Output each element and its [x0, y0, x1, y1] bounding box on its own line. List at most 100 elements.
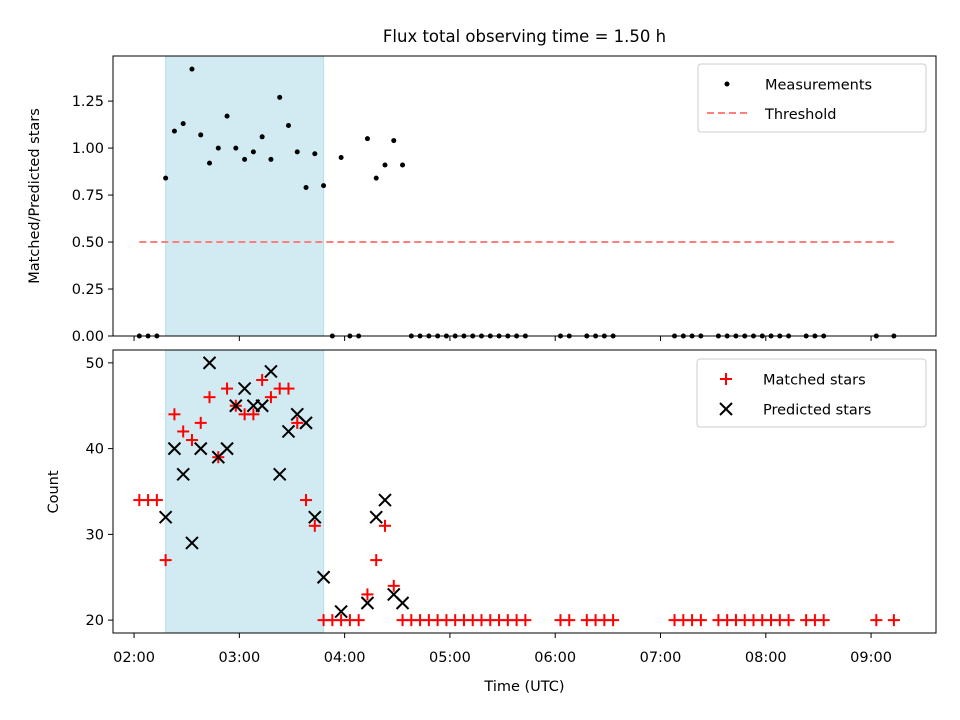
measurement-point — [285, 123, 291, 129]
matched-star-point — [203, 391, 216, 404]
top-y-tick-label: 0.25 — [72, 282, 104, 298]
predicted-star-point — [158, 510, 173, 524]
predicted-star-point — [308, 510, 322, 524]
matched-star-point — [221, 382, 234, 395]
measurement-point — [373, 175, 379, 181]
measurement-point — [321, 183, 327, 189]
matched-star-point — [887, 614, 900, 627]
matched-star-point — [300, 494, 313, 507]
matched-star-point — [308, 519, 321, 532]
matched-star-point — [387, 579, 400, 592]
x-tick-label: 06:00 — [534, 650, 576, 666]
matched-star-point — [361, 588, 374, 601]
matched-star-point — [168, 408, 181, 421]
legend-matched-label: Matched stars — [763, 373, 866, 389]
measurement-point — [171, 128, 177, 134]
bottom-y-tick-label: 40 — [86, 442, 104, 458]
top-panel: 0.00 0.25 0.50 0.75 1.00 1.25 Matched/Predict… — [27, 55, 937, 345]
x-tick-label: 02:00 — [113, 650, 155, 666]
legend-predicted-label: Predicted stars — [763, 403, 871, 419]
predicted-star-point — [176, 467, 190, 482]
chart-title: Flux total observing time = 1.50 h — [383, 27, 666, 46]
top-y-tick-label: 1.25 — [72, 94, 104, 110]
measurement-point — [259, 134, 265, 140]
predicted-star-point — [334, 604, 348, 619]
predicted-star-point — [229, 399, 243, 413]
measurement-point — [250, 149, 256, 155]
legend-threshold-label: Threshold — [764, 107, 836, 123]
matched-star-point — [185, 434, 198, 447]
bottom-panel: 02:00 03:00 04:00 05:00 06:00 07:00 08:00 09:00… — [46, 349, 937, 695]
top-y-tick-label: 0.75 — [72, 188, 104, 204]
bottom-highlight-span — [165, 349, 325, 634]
bottom-plot-frame — [112, 349, 937, 634]
matched-star-point — [256, 374, 269, 387]
measurement-point — [242, 156, 248, 162]
legend-predicted-marker — [719, 402, 733, 416]
measurement-point — [224, 113, 230, 119]
top-y-axis-label: Matched/Predicted stars — [27, 108, 43, 284]
matched-star-point — [563, 614, 576, 627]
measurement-point — [294, 149, 300, 155]
measurement-point — [312, 151, 318, 157]
predicted-star-point — [220, 441, 234, 456]
top-y-tick-label: 0.00 — [72, 329, 104, 345]
measurement-point — [400, 162, 406, 168]
top-plot-frame — [112, 55, 937, 337]
matched-star-point — [378, 519, 391, 532]
matched-star-point — [370, 554, 383, 567]
measurement-point — [303, 185, 309, 191]
top-legend-box — [697, 63, 927, 133]
predicted-star-point — [378, 493, 392, 507]
bottom-legend: Matched stars Predicted stars — [696, 358, 927, 428]
matched-star-point — [264, 391, 277, 404]
matched-star-point — [177, 425, 190, 438]
predicted-star-point — [316, 570, 331, 584]
top-y-tick-label: 0.50 — [72, 235, 104, 251]
x-tick-label: 05:00 — [429, 650, 471, 666]
matched-star-point — [159, 554, 172, 567]
predicted-star-point — [237, 381, 252, 396]
measurement-point — [391, 138, 397, 144]
predicted-star-point — [272, 467, 287, 482]
measurement-point — [233, 145, 239, 151]
measurement-point — [180, 121, 186, 127]
matched-star-point — [194, 416, 207, 429]
matched-star-point — [870, 614, 883, 627]
x-tick-label: 08:00 — [745, 650, 787, 666]
top-legend: Measurements Threshold — [697, 63, 927, 133]
measurement-point — [338, 154, 344, 160]
measurement-point — [163, 175, 169, 181]
measurement-point — [364, 136, 370, 142]
legend-matched-marker — [720, 373, 732, 385]
matched-star-point — [247, 408, 260, 421]
x-tick-label: 09:00 — [850, 650, 892, 666]
bottom-y-axis-label: Count — [46, 470, 62, 513]
top-highlight-span — [165, 55, 325, 337]
legend-measurements-label: Measurements — [765, 78, 872, 94]
predicted-star-point — [202, 356, 217, 370]
matched-star-point — [352, 614, 365, 627]
predicted-star-point — [299, 416, 313, 430]
bottom-y-tick-label: 30 — [86, 527, 104, 543]
bottom-legend-box — [696, 358, 927, 428]
predicted-star-point — [194, 441, 208, 456]
legend-measurements-marker — [724, 81, 730, 87]
measurement-point — [215, 145, 221, 151]
predicted-star-point — [264, 364, 278, 379]
matched-star-point — [150, 494, 163, 507]
measurement-point — [198, 132, 204, 138]
matched-star-point — [817, 614, 830, 627]
bottom-y-tick-label: 50 — [86, 356, 104, 372]
matched-star-point — [291, 416, 304, 429]
predicted-star-point — [255, 399, 269, 413]
bottom-x-axis-label: Time (UTC) — [483, 679, 564, 695]
matched-star-point — [607, 614, 620, 627]
predicted-star-point — [395, 596, 410, 610]
x-tick-label: 03:00 — [218, 650, 260, 666]
top-y-tick-label: 1.00 — [72, 141, 104, 157]
matched-star-point — [782, 614, 795, 627]
bottom-y-tick-label: 20 — [86, 613, 104, 629]
measurement-point — [382, 162, 388, 168]
